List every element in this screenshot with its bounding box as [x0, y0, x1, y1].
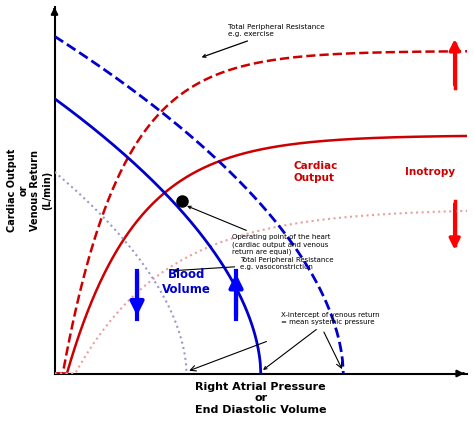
Text: Total Peripheral Resistance
e.g. vasoconstriction: Total Peripheral Resistance e.g. vasocon…	[174, 257, 334, 272]
Text: X-intercept of venous return
= mean systemic pressure: X-intercept of venous return = mean syst…	[264, 312, 380, 369]
Text: Cardiac
Output: Cardiac Output	[294, 161, 338, 183]
X-axis label: Right Atrial Pressure
or
End Diastolic Volume: Right Atrial Pressure or End Diastolic V…	[195, 382, 327, 415]
Text: Blood
Volume: Blood Volume	[162, 268, 211, 296]
Text: Total Peripheral Resistance
e.g. exercise: Total Peripheral Resistance e.g. exercis…	[203, 24, 325, 57]
Text: Operating point of the heart
(cardiac output and venous
return are equal): Operating point of the heart (cardiac ou…	[188, 206, 330, 255]
Y-axis label: Cardiac Output
or
Venous Return
(L/min): Cardiac Output or Venous Return (L/min)	[7, 149, 52, 232]
Text: Inotropy: Inotropy	[405, 167, 456, 177]
